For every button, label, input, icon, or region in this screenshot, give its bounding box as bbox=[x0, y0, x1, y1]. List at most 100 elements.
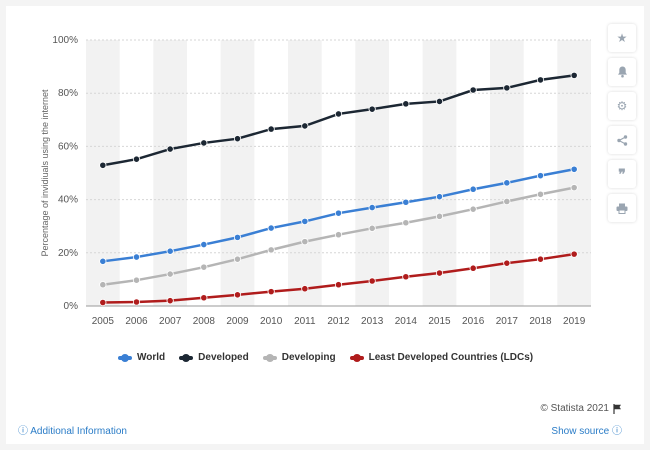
data-point-developing bbox=[334, 231, 343, 239]
data-point-developed bbox=[469, 86, 477, 94]
column-band bbox=[153, 40, 187, 306]
data-point-least-developed-countries-ldcs bbox=[301, 285, 309, 293]
legend-label-ldc: Least Developed Countries (LDCs) bbox=[368, 352, 534, 363]
legend-swatch-world bbox=[118, 353, 132, 362]
data-point-developed bbox=[402, 100, 410, 108]
data-point-developed bbox=[132, 155, 141, 163]
data-point-world bbox=[267, 224, 275, 232]
settings-button[interactable]: ⚙ bbox=[608, 92, 636, 120]
data-point-developing bbox=[301, 238, 309, 246]
star-icon: ★ bbox=[616, 31, 628, 45]
data-point-least-developed-countries-ldcs bbox=[368, 277, 376, 285]
data-point-developing bbox=[435, 212, 444, 220]
data-point-developed bbox=[334, 110, 343, 118]
x-tick-label: 2012 bbox=[327, 316, 350, 327]
data-point-developed bbox=[301, 122, 309, 130]
legend-item-developing[interactable]: Developing bbox=[262, 352, 336, 363]
data-point-world bbox=[503, 179, 511, 187]
statista-credit[interactable]: © Statista 2021 bbox=[540, 403, 622, 414]
data-point-world bbox=[570, 165, 578, 173]
gear-icon: ⚙ bbox=[616, 99, 628, 113]
print-button[interactable] bbox=[608, 194, 636, 222]
bell-icon bbox=[617, 66, 627, 78]
y-tick-label: 80% bbox=[58, 88, 78, 99]
legend-label-developing: Developing bbox=[281, 352, 336, 363]
data-point-developing bbox=[570, 184, 578, 192]
data-point-world bbox=[166, 247, 174, 255]
legend-swatch-developed bbox=[179, 353, 194, 362]
data-point-world bbox=[200, 240, 208, 249]
data-point-least-developed-countries-ldcs bbox=[570, 250, 578, 258]
data-point-least-developed-countries-ldcs bbox=[166, 297, 174, 305]
column-band bbox=[422, 40, 457, 306]
y-tick-label: 40% bbox=[58, 195, 78, 206]
x-tick-label: 2011 bbox=[294, 316, 316, 327]
data-point-least-developed-countries-ldcs bbox=[132, 298, 141, 306]
share-button[interactable] bbox=[608, 126, 636, 154]
show-source-link[interactable]: Show source ⓘ bbox=[551, 426, 622, 437]
data-point-least-developed-countries-ldcs bbox=[503, 259, 511, 267]
legend-item-developed[interactable]: Developed bbox=[179, 352, 249, 363]
chart-footer: ⓘ Additional Information Show source ⓘ bbox=[18, 422, 622, 437]
print-icon bbox=[616, 203, 628, 214]
chart-card: 0% 20% 40% 60% 80% 100% 2005 2006 2007 2008 2009 20… bbox=[6, 6, 644, 444]
data-point-developed bbox=[233, 135, 242, 143]
data-point-developed bbox=[267, 125, 275, 133]
legend-item-ldc[interactable]: Least Developed Countries (LDCs) bbox=[349, 352, 534, 363]
x-tick-label: 2019 bbox=[563, 316, 586, 327]
flag-icon bbox=[613, 403, 621, 414]
legend-label-developed: Developed bbox=[198, 352, 249, 363]
y-tick-label: 60% bbox=[58, 141, 78, 152]
y-axis-label: Percentage of invidiuals using the inter… bbox=[40, 89, 50, 257]
data-point-developing bbox=[536, 190, 545, 198]
data-point-world bbox=[99, 257, 107, 265]
quote-icon: ❞ bbox=[618, 165, 626, 182]
data-point-developing bbox=[402, 219, 410, 227]
x-tick-label: 2006 bbox=[125, 316, 148, 327]
y-tick-label: 100% bbox=[52, 35, 78, 46]
data-point-developing bbox=[267, 246, 275, 254]
data-point-developing bbox=[166, 270, 174, 278]
data-point-world bbox=[301, 217, 309, 226]
data-point-developing bbox=[368, 224, 376, 232]
x-tick-label: 2017 bbox=[496, 316, 519, 327]
chart-legend: World Developed Developing Least Develop… bbox=[118, 352, 533, 363]
data-point-developing bbox=[233, 255, 242, 263]
data-point-least-developed-countries-ldcs bbox=[233, 291, 242, 299]
cite-button[interactable]: ❞ bbox=[608, 160, 636, 188]
data-point-world bbox=[536, 172, 545, 180]
data-point-least-developed-countries-ldcs bbox=[267, 288, 275, 296]
data-point-developed bbox=[368, 105, 376, 113]
x-tick-label: 2016 bbox=[462, 316, 485, 327]
data-point-developed bbox=[200, 139, 208, 147]
data-point-developed bbox=[536, 76, 545, 84]
data-point-world bbox=[334, 209, 343, 217]
data-point-least-developed-countries-ldcs bbox=[435, 269, 444, 277]
data-point-developed bbox=[435, 97, 444, 106]
star-button[interactable]: ★ bbox=[608, 24, 636, 52]
legend-swatch-ldc bbox=[349, 353, 364, 362]
line-chart: 0% 20% 40% 60% 80% 100% 2005 2006 2007 2008 2009 20… bbox=[40, 35, 591, 327]
chart-toolbar: ★ ⚙ ❞ bbox=[608, 24, 636, 222]
legend-item-world[interactable]: World bbox=[118, 352, 165, 363]
additional-information-link[interactable]: ⓘ Additional Information bbox=[18, 426, 127, 437]
x-tick-label: 2014 bbox=[395, 316, 418, 327]
y-tick-label: 20% bbox=[58, 248, 78, 259]
data-point-developed bbox=[166, 145, 174, 153]
data-point-world bbox=[402, 198, 410, 206]
legend-swatch-developing bbox=[262, 353, 277, 362]
column-band bbox=[355, 40, 389, 306]
data-point-developing bbox=[503, 197, 511, 206]
x-tick-label: 2013 bbox=[361, 316, 384, 327]
data-point-least-developed-countries-ldcs bbox=[402, 273, 410, 281]
notification-button[interactable] bbox=[608, 58, 636, 86]
share-icon bbox=[616, 134, 627, 146]
x-tick-label: 2015 bbox=[428, 316, 451, 327]
data-point-world bbox=[233, 233, 242, 241]
legend-label-world: World bbox=[137, 352, 166, 363]
data-point-least-developed-countries-ldcs bbox=[469, 264, 477, 272]
y-tick-label: 0% bbox=[64, 301, 79, 312]
data-point-developing bbox=[99, 281, 107, 289]
data-point-world bbox=[435, 193, 444, 201]
x-tick-label: 2005 bbox=[92, 316, 115, 327]
